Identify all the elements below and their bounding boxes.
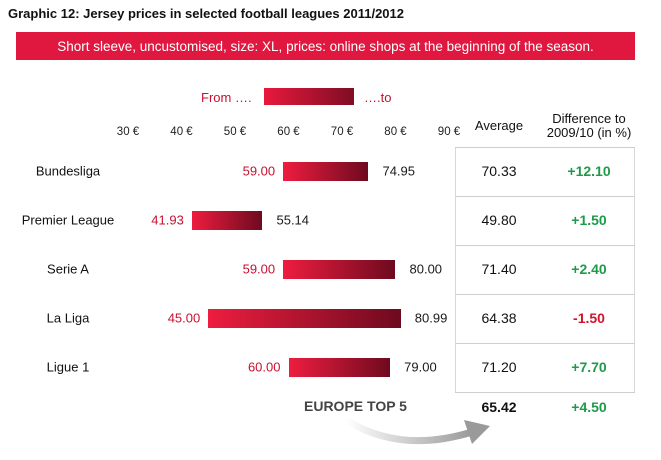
- difference-value: +7.70: [571, 359, 607, 375]
- average-value: 49.80: [481, 212, 517, 228]
- difference-value: +2.40: [571, 261, 607, 277]
- league-label: Serie A: [47, 261, 89, 277]
- range-bar: [208, 309, 401, 328]
- league-label: Bundesliga: [35, 163, 101, 179]
- subtitle-banner: Short sleeve, uncustomised, size: XL, pr…: [16, 32, 635, 60]
- from-value-label: 59.00: [242, 163, 276, 179]
- average-value: 71.40: [481, 261, 517, 277]
- difference-column-header: Difference to 2009/10 (in %): [546, 111, 632, 140]
- range-bar: [191, 211, 263, 230]
- average-column-header: Average: [474, 118, 524, 133]
- from-value-label: 59.00: [242, 261, 276, 277]
- to-value-label: 55.14: [276, 212, 310, 228]
- from-value-label: 41.93: [151, 212, 184, 228]
- to-value-label: 80.99: [414, 310, 448, 326]
- summary-average: 65.42: [481, 399, 517, 415]
- from-value-label: 45.00: [167, 310, 201, 326]
- to-value-label: 80.00: [409, 261, 443, 277]
- summary-label: EUROPE TOP 5: [304, 398, 407, 414]
- difference-value: -1.50: [573, 310, 605, 326]
- league-label: Ligue 1: [46, 359, 90, 375]
- curved-arrow-icon: [342, 416, 490, 445]
- x-tick-label: 30 €: [116, 126, 140, 138]
- table-rule: [455, 294, 635, 295]
- x-tick-label: 40 €: [170, 126, 193, 138]
- table-rule: [455, 343, 635, 344]
- x-tick-label: 50 €: [223, 126, 247, 138]
- legend-to-label: ….to: [364, 90, 392, 105]
- table-rule: [455, 392, 635, 393]
- chart-title: Graphic 12: Jersey prices in selected fo…: [8, 6, 404, 21]
- to-value-label: 79.00: [404, 359, 437, 375]
- range-bar: [288, 358, 391, 377]
- x-tick-label: 70 €: [330, 126, 354, 138]
- x-tick-label: 80 €: [384, 126, 407, 138]
- range-bar: [283, 162, 369, 181]
- average-value: 70.33: [481, 163, 517, 179]
- summary-difference: +4.50: [571, 399, 607, 415]
- to-value-label: 74.95: [382, 163, 416, 179]
- table-rule: [455, 245, 635, 246]
- legend-bar: [264, 88, 354, 105]
- table-separator: [455, 147, 456, 393]
- difference-value: +1.50: [571, 212, 607, 228]
- x-tick-label: 90 €: [437, 126, 461, 138]
- league-label: Premier League: [21, 212, 115, 228]
- table-rule: [455, 147, 635, 148]
- league-label: La Liga: [46, 310, 90, 326]
- average-value: 71.20: [481, 359, 517, 375]
- legend-from-label: From ….: [201, 90, 252, 105]
- table-separator: [634, 147, 635, 393]
- from-value-label: 60.00: [247, 359, 281, 375]
- range-bar: [283, 260, 396, 279]
- average-value: 64.38: [481, 310, 517, 326]
- difference-value: +12.10: [567, 163, 611, 179]
- table-rule: [455, 196, 635, 197]
- x-tick-label: 60 €: [277, 126, 300, 138]
